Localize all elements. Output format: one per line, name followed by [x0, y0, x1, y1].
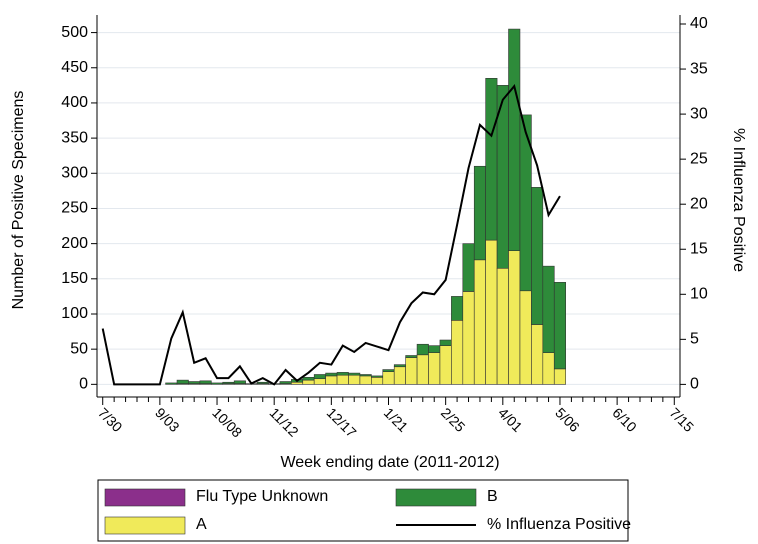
bar	[211, 382, 224, 385]
y2-tick-label: 15	[690, 240, 708, 257]
bar	[348, 374, 361, 385]
bar	[439, 339, 452, 346]
bar	[222, 381, 235, 384]
bar	[325, 375, 338, 385]
bar	[233, 380, 246, 384]
legend-box	[97, 479, 629, 542]
bar	[279, 381, 292, 384]
legend-label: % Influenza Positive	[487, 516, 631, 533]
bar	[359, 374, 372, 377]
y-tick-label: 350	[61, 129, 88, 146]
bar	[531, 187, 544, 325]
y2-tick-label: 25	[690, 150, 708, 167]
y2-tick-label: 5	[690, 331, 699, 348]
bar	[508, 250, 521, 385]
x-tick-label: 9/03	[152, 404, 183, 435]
y-tick-label: 50	[70, 340, 88, 357]
bar	[313, 378, 326, 385]
bar	[428, 345, 441, 353]
bar	[462, 291, 475, 385]
bar	[313, 374, 326, 380]
bar	[485, 239, 498, 385]
y2-tick-label: 10	[690, 286, 708, 303]
bar	[531, 324, 544, 385]
y2-tick-label: 20	[690, 195, 708, 212]
plot-frame	[97, 15, 680, 397]
bar	[553, 282, 566, 370]
y2-tick-label: 40	[690, 15, 708, 32]
x-axis-label: Week ending date (2011-2012)	[280, 454, 499, 471]
bar	[542, 265, 555, 353]
x-tick-label: 10/08	[209, 404, 245, 440]
bar	[451, 296, 464, 321]
bar	[371, 375, 384, 378]
x-tick-label: 11/12	[266, 404, 302, 440]
bar	[439, 345, 452, 385]
bar	[382, 371, 395, 385]
bar	[416, 354, 429, 385]
bar	[165, 382, 178, 385]
x-tick-label: 6/10	[609, 404, 640, 435]
bar	[473, 259, 486, 385]
legend-label: A	[196, 516, 207, 533]
y-tick-label: 500	[61, 24, 88, 41]
legend-swatch	[104, 516, 186, 535]
y-tick-label: 0	[79, 376, 88, 393]
bar	[302, 377, 315, 381]
bar	[382, 369, 395, 372]
x-tick-label: 1/21	[381, 404, 412, 435]
y-tick-label: 400	[61, 94, 88, 111]
bar	[405, 355, 418, 358]
bar	[176, 379, 189, 384]
bar	[302, 379, 315, 385]
bar	[336, 372, 349, 376]
y2-axis-label: % Influenza Positive	[730, 128, 747, 272]
bar	[199, 380, 212, 384]
y-tick-label: 150	[61, 270, 88, 287]
bar	[485, 78, 498, 241]
y-tick-label: 250	[61, 200, 88, 217]
bar	[291, 381, 304, 385]
bar	[473, 165, 486, 261]
bar	[542, 352, 555, 385]
bar	[553, 368, 566, 385]
x-tick-label: 2/25	[438, 404, 469, 435]
x-tick-label: 12/17	[324, 404, 360, 440]
y2-tick-label: 0	[690, 376, 699, 393]
bar	[405, 357, 418, 385]
bar	[393, 366, 406, 385]
x-tick-label: 7/30	[95, 404, 126, 435]
bar	[393, 364, 406, 368]
bar	[428, 352, 441, 385]
bar	[348, 372, 361, 376]
y2-tick-label: 30	[690, 105, 708, 122]
line-series	[101, 84, 561, 386]
bar	[256, 381, 269, 384]
bar	[508, 28, 521, 251]
y-tick-label: 450	[61, 59, 88, 76]
legend-label: B	[487, 488, 498, 505]
legend-swatch	[104, 488, 186, 507]
x-tick-label: 5/06	[552, 404, 583, 435]
bar	[371, 377, 384, 385]
bar	[325, 372, 338, 377]
y-tick-label: 300	[61, 165, 88, 182]
legend-label: Flu Type Unknown	[196, 488, 328, 505]
bar	[462, 243, 475, 292]
y2-tick-label: 35	[690, 60, 708, 77]
x-tick-label: 4/01	[495, 404, 526, 435]
x-tick-label: 7/15	[667, 404, 698, 435]
bar	[496, 267, 509, 385]
y-axis-label: Number of Positive Specimens	[10, 91, 27, 310]
bar	[451, 320, 464, 385]
legend-swatch	[395, 488, 477, 507]
bar	[416, 343, 429, 356]
y-tick-label: 100	[61, 305, 88, 322]
bar	[359, 375, 372, 385]
bar	[188, 381, 201, 384]
bar	[519, 290, 532, 385]
bar	[336, 374, 349, 385]
y-tick-label: 200	[61, 235, 88, 252]
